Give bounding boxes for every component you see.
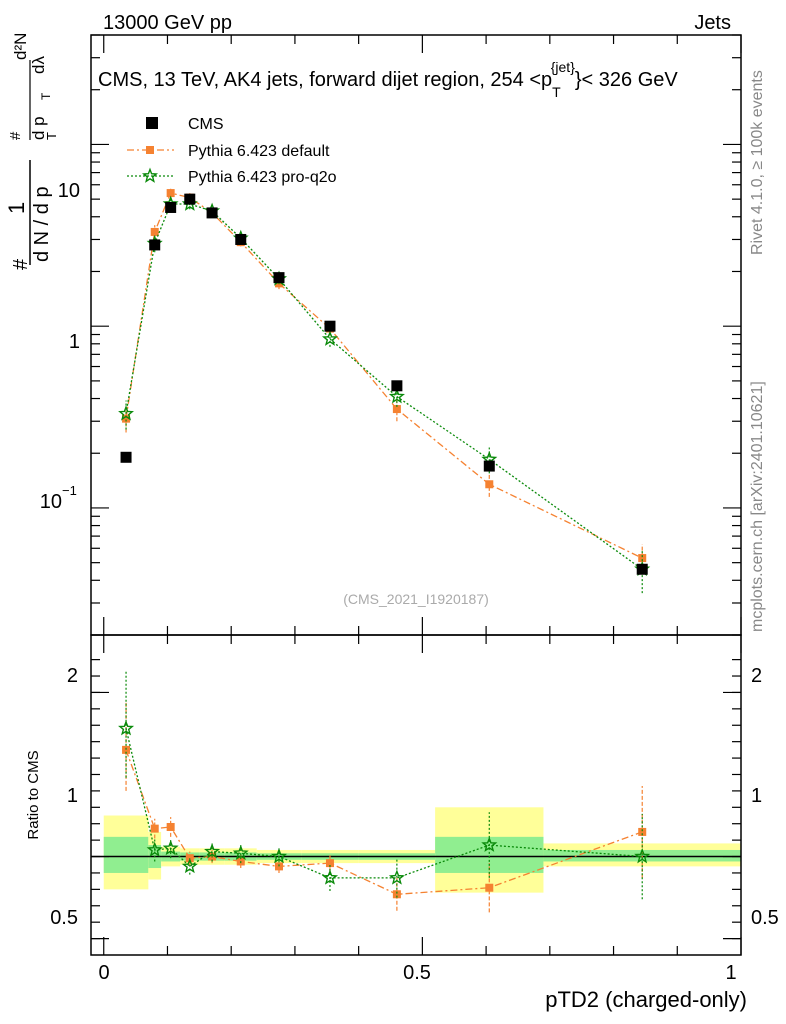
title-sub: T: [552, 84, 561, 100]
data-point-default: [485, 480, 494, 489]
data-point-proq2o: [388, 388, 405, 404]
chart-title: CMS, 13 TeV, AK4 jets, forward dijet reg…: [98, 59, 678, 100]
data-point-cms: [324, 320, 336, 332]
data-point-default: [166, 189, 175, 198]
data-point-cms: [184, 193, 196, 205]
data-point-proq2o: [118, 405, 134, 421]
legend-marker-proq2o: [141, 167, 159, 183]
data-point-default: [122, 414, 131, 423]
mcplots-label: mcplots.cern.ch [arXiv:2401.10621]: [749, 381, 766, 632]
ratio-y-tick-label-right-0.5: 0.5: [751, 907, 779, 929]
data-point-proq2o: [321, 869, 339, 885]
ylabel-dpt: d p: [29, 116, 48, 140]
ratio-y-tick-label-right-2: 2: [751, 665, 762, 687]
data-point-cms: [636, 563, 648, 575]
y-tick-label-0.1-exp: −1: [62, 483, 77, 498]
x-tick-label-1: 1: [725, 962, 736, 984]
series-line-pythia-6.423-default: [125, 749, 643, 895]
data-point-default: [150, 824, 159, 833]
ylabel-d2n: d²N: [11, 33, 30, 60]
legend-marker-default: [146, 146, 154, 154]
analysis-watermark: (CMS_2021_I1920187): [343, 591, 489, 607]
data-point-default: [150, 227, 159, 236]
data-point-default: [392, 405, 401, 414]
data-point-default: [122, 745, 131, 754]
rivet-version-label: Rivet 4.1.0, ≥ 100k events: [749, 70, 766, 255]
data-point-default: [485, 883, 494, 892]
data-point-cms: [206, 207, 218, 219]
series-line-pythia-6.423-pro-q2o: [125, 203, 643, 570]
ylabel-hash-1: #: [10, 258, 32, 270]
data-point-proq2o: [634, 848, 651, 864]
x-tick-label-0: 0: [98, 962, 109, 984]
series-line-pythia-6.423-default: [125, 192, 643, 559]
data-point-cms: [483, 460, 495, 472]
data-point-proq2o: [118, 720, 135, 736]
ratio-y-tick-label-left-2: 2: [67, 665, 78, 687]
data-point-default: [325, 859, 334, 868]
ratio-ylabel: Ratio to CMS: [25, 750, 42, 839]
data-point-cms: [120, 451, 132, 463]
ratio-band-inner: [103, 836, 149, 873]
header-left: 13000 GeV pp: [103, 12, 232, 34]
data-point-cms: [149, 239, 161, 251]
ratio-axes-frame: [90, 634, 742, 956]
y-tick-label-10: 10: [58, 180, 80, 202]
ylabel-dlambda: dλ: [29, 56, 48, 74]
ylabel-dn-dpt: d N / d p: [31, 186, 53, 262]
data-point-cms: [391, 380, 403, 392]
data-point-proq2o: [181, 857, 198, 874]
ratio-uncertainty-bands: [91, 807, 741, 893]
ratio-axes: [90, 634, 742, 956]
ylabel-pt-sub-2: T: [39, 92, 53, 100]
data-point-default: [166, 823, 175, 831]
data-point-proq2o: [232, 844, 249, 861]
x-axis-label: pTD2 (charged-only): [545, 987, 747, 1012]
data-point-proq2o: [481, 836, 498, 852]
data-point-proq2o: [162, 839, 179, 856]
data-point-default: [638, 827, 647, 836]
main-series-layer: [118, 188, 651, 594]
ylabel-one: 1: [4, 202, 29, 214]
data-point-cms: [235, 233, 247, 245]
ylabel-pt-sub-1: T: [44, 132, 59, 140]
data-point-cms: [273, 272, 285, 284]
data-point-proq2o: [388, 869, 405, 885]
ratio-band-inner: [543, 849, 741, 862]
y-tick-label-0.1-base: 10: [40, 491, 62, 513]
legend-marker-cms: [146, 117, 158, 129]
data-point-proq2o: [270, 848, 288, 864]
legend-label-proq2o: Pythia 6.423 pro-q2o: [188, 169, 337, 186]
legend: CMS Pythia 6.423 default Pythia 6.423 pr…: [127, 116, 337, 186]
header-right: Jets: [694, 12, 731, 34]
legend-label-cms: CMS: [188, 116, 224, 133]
data-point-default: [392, 890, 401, 899]
title-sup: {jet}: [551, 59, 575, 75]
ylabel-hash-2: #: [7, 131, 24, 140]
title-suffix: }< 326 GeV: [575, 69, 679, 91]
data-point-default: [638, 554, 647, 563]
ratio-y-tick-label-left-1: 1: [67, 785, 78, 807]
data-point-cms: [165, 201, 177, 213]
data-point-proq2o: [204, 843, 221, 859]
data-point-proq2o: [146, 841, 163, 857]
legend-label-default: Pythia 6.423 default: [188, 143, 330, 160]
title-prefix: CMS, 13 TeV, AK4 jets, forward dijet reg…: [98, 69, 552, 91]
ratio-y-tick-label-left-0.5: 0.5: [50, 907, 78, 929]
x-tick-label-0.5: 0.5: [403, 962, 431, 984]
main-ylabel: # 1 d N / d p T # d²N d p T dλ: [4, 33, 59, 270]
data-point-proq2o: [321, 330, 339, 346]
y-tick-label-1: 1: [69, 331, 80, 353]
ratio-y-tick-label-right-1: 1: [751, 785, 762, 807]
ratio-series-layer: [118, 671, 651, 913]
